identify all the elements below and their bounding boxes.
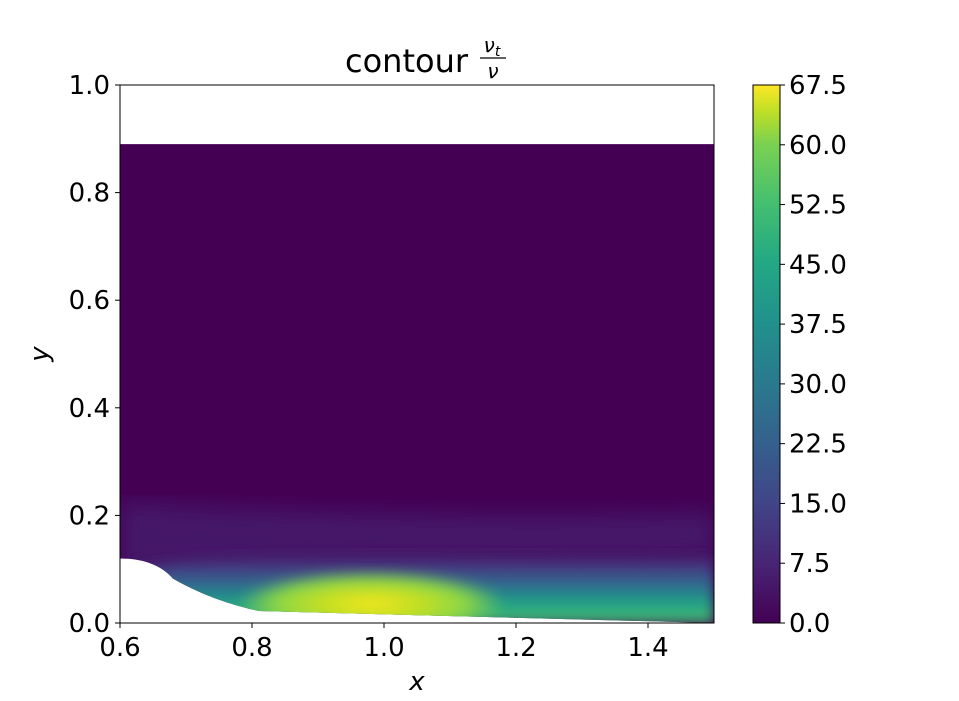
x-tick-label: 1.0 bbox=[363, 633, 404, 663]
title-fraction-numerator: νt bbox=[484, 33, 501, 60]
colorbar-tick-label: 37.5 bbox=[789, 310, 847, 340]
y-tick-label: 0.2 bbox=[69, 501, 110, 531]
peak-contour-region bbox=[235, 570, 506, 623]
x-axis-label: x bbox=[408, 667, 425, 697]
x-tick-label: 0.8 bbox=[231, 633, 272, 663]
colorbar-tick-label: 60.0 bbox=[789, 131, 847, 161]
y-axis-ticks: 0.0 0.2 0.4 0.6 0.8 1.0 bbox=[69, 71, 120, 639]
colorbar-ticks: 0.0 7.5 15.0 22.5 30.0 37.5 45.0 52.5 60.0 67.5 bbox=[780, 71, 847, 639]
contour-field bbox=[120, 144, 714, 623]
colorbar-tick-label: 45.0 bbox=[789, 250, 847, 280]
colorbar-tick-label: 67.5 bbox=[789, 71, 847, 101]
colorbar bbox=[752, 84, 781, 624]
chart-title: contour νt ν bbox=[345, 33, 506, 83]
chart-title-text: contour bbox=[345, 42, 469, 80]
x-tick-label: 0.6 bbox=[99, 633, 140, 663]
colorbar-tick-label: 22.5 bbox=[789, 430, 847, 460]
y-tick-label: 0.8 bbox=[69, 179, 110, 209]
colorbar-tick-label: 7.5 bbox=[789, 549, 830, 579]
colorbar-tick-label: 15.0 bbox=[789, 489, 847, 519]
colorbar-tick-label: 30.0 bbox=[789, 370, 847, 400]
y-tick-label: 0.0 bbox=[69, 609, 110, 639]
y-tick-label: 1.0 bbox=[69, 71, 110, 101]
y-axis-label: y bbox=[25, 346, 55, 363]
colorbar-tick-label: 0.0 bbox=[789, 609, 830, 639]
x-tick-label: 1.4 bbox=[627, 633, 668, 663]
y-tick-label: 0.6 bbox=[69, 286, 110, 316]
y-tick-label: 0.4 bbox=[69, 394, 110, 424]
title-fraction-denominator: ν bbox=[487, 59, 498, 83]
x-axis-ticks: 0.6 0.8 1.0 1.2 1.4 bbox=[99, 623, 669, 663]
axes-frame bbox=[119, 84, 715, 624]
x-tick-label: 1.2 bbox=[495, 633, 536, 663]
colorbar-tick-label: 52.5 bbox=[789, 191, 847, 221]
